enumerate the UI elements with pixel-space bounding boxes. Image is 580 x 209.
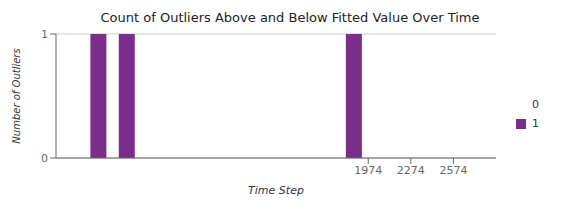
svg-text:Number of Outliers: Number of Outliers: [11, 48, 22, 143]
svg-text:2274: 2274: [397, 164, 425, 177]
html-text:0: 0: [532, 98, 539, 111]
svg-text:1974: 1974: [354, 164, 382, 177]
svg-text:1: 1: [41, 28, 48, 41]
html-text:Count of Outliers Above and Be: Count of Outliers Above and Below Fitted…: [100, 10, 480, 25]
svg-text:0: 0: [41, 152, 48, 165]
svg-text:Time Step: Time Step: [248, 184, 304, 197]
html-text:1: 1: [532, 117, 539, 130]
svg-text:2574: 2574: [439, 164, 467, 177]
